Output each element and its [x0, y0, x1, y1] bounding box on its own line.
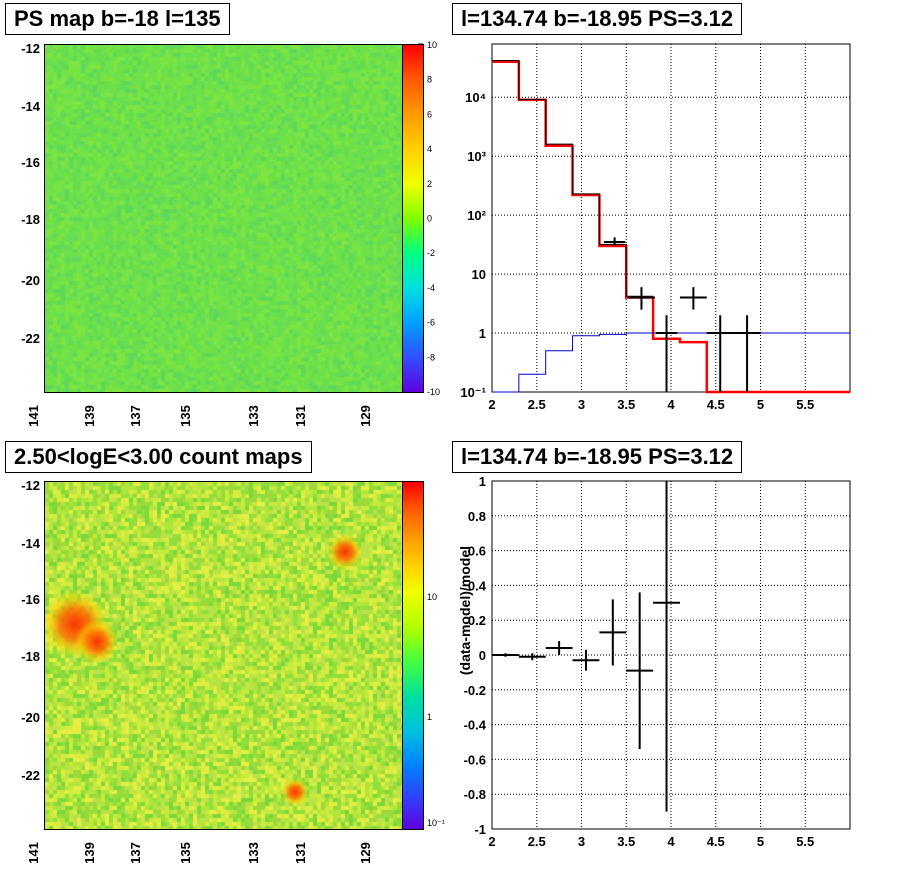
y-tick-label: 10³	[467, 149, 486, 164]
y-tick-label: -0.2	[464, 683, 486, 698]
count-map-title: 2.50<logE<3.00 count maps	[5, 441, 312, 473]
y-tick-label: 10⁻¹	[460, 385, 486, 400]
y-tick-label: 0.8	[468, 509, 486, 524]
y-tick-label: -1	[474, 822, 486, 837]
x-tick-label: 4.5	[707, 397, 725, 412]
ps-color-scale	[402, 44, 424, 393]
x-tick-label: 2.5	[528, 834, 546, 849]
ps-map-title: PS map b=-18 l=135	[5, 3, 230, 35]
y-tick-label: 1	[479, 474, 486, 489]
x-tick-label: 4.5	[707, 834, 725, 849]
x-tick-label: 5.5	[796, 834, 814, 849]
x-tick-label: 5.5	[796, 397, 814, 412]
count-color-scale	[402, 481, 424, 830]
y-tick-label: -0.8	[464, 787, 486, 802]
count-map-pixels	[45, 482, 402, 829]
y-tick-label: 0.2	[468, 613, 486, 628]
y-tick-label: 10	[472, 267, 486, 282]
y-tick-label: 0.4	[468, 578, 487, 593]
x-tick-label: 4	[667, 834, 675, 849]
x-tick-label: 4	[667, 397, 675, 412]
residual-title: l=134.74 b=-18.95 PS=3.12	[452, 441, 743, 473]
x-tick-label: 3	[578, 397, 585, 412]
x-tick-label: 3.5	[617, 834, 635, 849]
spectrum-title: l=134.74 b=-18.95 PS=3.12	[452, 3, 743, 35]
x-tick-label: 2	[488, 834, 495, 849]
y-tick-label: -0.4	[464, 718, 487, 733]
y-tick-label: 1	[479, 326, 486, 341]
x-tick-label: 5	[757, 397, 764, 412]
x-tick-label: 2.5	[528, 397, 546, 412]
black-step-series	[492, 59, 654, 297]
ps-map[interactable]	[44, 44, 403, 393]
y-tick-label: 0.6	[468, 544, 486, 559]
x-tick-label: 5	[757, 834, 764, 849]
count-map[interactable]	[44, 481, 403, 830]
y-tick-label: 0	[479, 648, 486, 663]
x-tick-label: 2	[488, 397, 495, 412]
y-tick-label: -0.6	[464, 752, 486, 767]
x-tick-label: 3.5	[617, 397, 635, 412]
y-tick-label: 10⁴	[465, 90, 486, 105]
y-tick-label: 10²	[467, 208, 486, 223]
residual-ylabel: (data-model)/model	[457, 546, 473, 675]
x-tick-label: 3	[578, 834, 585, 849]
ps-map-pixels	[45, 45, 402, 392]
